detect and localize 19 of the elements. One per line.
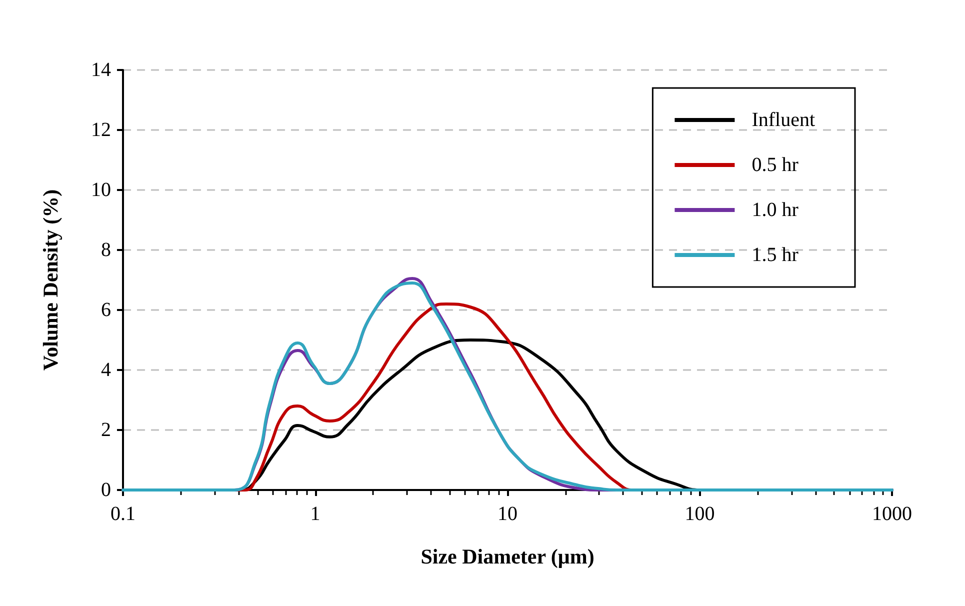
- y-axis-title: Volume Density (%): [38, 189, 62, 371]
- y-tick-label: 8: [101, 239, 111, 261]
- x-tick-label: 1: [310, 503, 320, 525]
- y-tick-label: 10: [91, 179, 111, 201]
- y-tick-label: 12: [91, 119, 111, 141]
- legend-label: 0.5 hr: [752, 154, 799, 176]
- x-tick-label: 1000: [872, 503, 912, 525]
- x-axis-title: Size Diameter (μm): [420, 544, 594, 568]
- y-tick-label: 0: [101, 479, 111, 501]
- legend-label: 1.0 hr: [752, 199, 799, 221]
- x-tick-label: 0.1: [110, 503, 136, 525]
- y-tick-label: 4: [101, 359, 111, 381]
- y-tick-label: 14: [91, 59, 111, 81]
- y-tick-label: 6: [101, 299, 111, 321]
- x-tick-label: 10: [498, 503, 518, 525]
- legend-label: Influent: [752, 109, 816, 131]
- y-tick-label: 2: [101, 419, 111, 441]
- x-tick-label: 100: [684, 503, 715, 525]
- legend-label: 1.5 hr: [752, 244, 799, 266]
